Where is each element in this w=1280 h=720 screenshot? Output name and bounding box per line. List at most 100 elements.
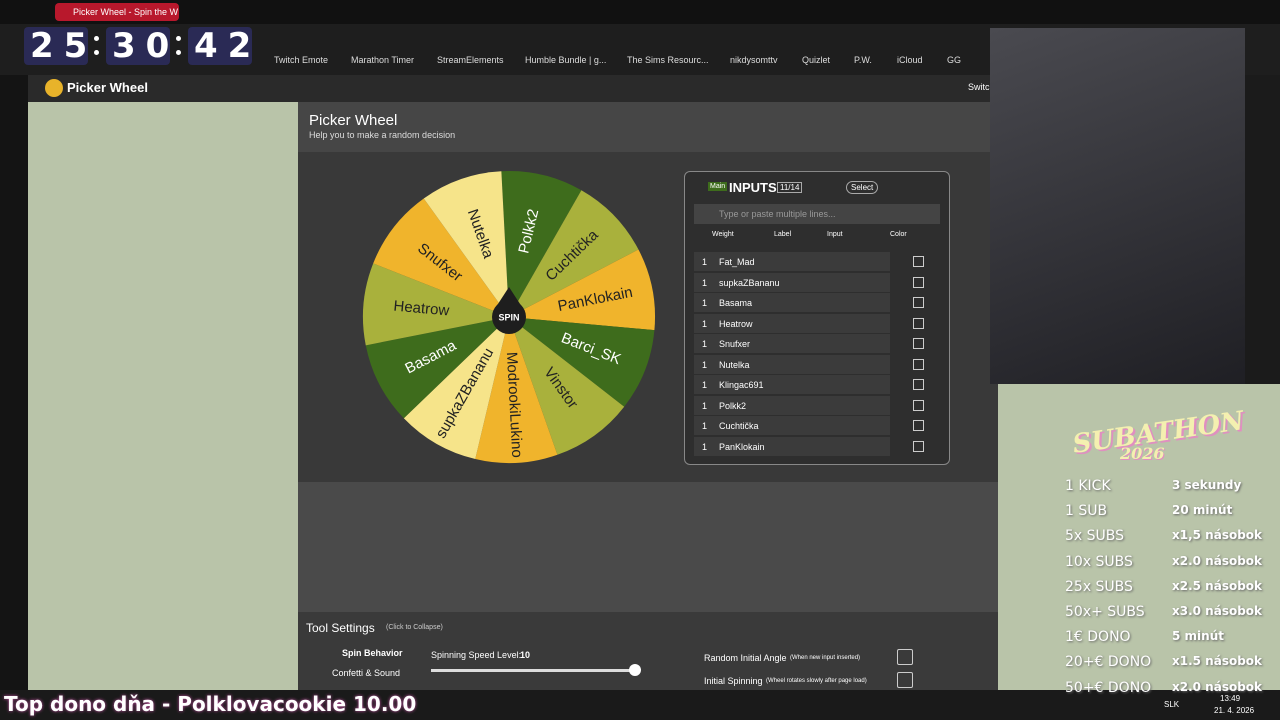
wheel-segment xyxy=(423,171,509,317)
taskbar xyxy=(0,690,1280,720)
wheel-segment xyxy=(403,317,509,460)
switch-link[interactable]: Switc xyxy=(968,82,990,92)
input-row xyxy=(694,272,890,292)
colon xyxy=(176,36,181,41)
rule-name: 1 SUB xyxy=(1065,503,1108,520)
bookmark: Marathon Timer xyxy=(351,55,415,65)
column-header: Weight xyxy=(712,231,734,238)
inputs-title: INPUTS xyxy=(729,180,777,195)
rule-name: 20+€ DONO xyxy=(1065,654,1152,671)
page-title: Picker Wheel xyxy=(309,112,398,129)
checkbox[interactable] xyxy=(897,649,913,665)
rule-reward: x2.0 násobok xyxy=(1172,553,1263,568)
active-tab[interactable] xyxy=(55,3,179,21)
browser-sidebar xyxy=(0,75,28,690)
row-checkbox xyxy=(913,297,924,308)
language: SLK xyxy=(1164,700,1180,709)
wheel-segment xyxy=(501,171,582,317)
input-row xyxy=(694,375,890,394)
row-label: Klingac691 xyxy=(719,380,764,390)
overlay-panel xyxy=(998,384,1280,690)
random-angle-note: (When new input inserted) xyxy=(790,655,861,661)
logo-text[interactable]: Picker Wheel xyxy=(67,80,148,95)
row-weight: 1 xyxy=(702,298,708,308)
spin-behavior[interactable]: Spin Behavior xyxy=(342,648,403,658)
rule-reward: 3 sekundy xyxy=(1172,478,1242,492)
row-weight: 1 xyxy=(702,359,708,370)
bookmark: Twitch Emote xyxy=(274,55,329,65)
tab-title: Picker Wheel - Spin the W xyxy=(73,7,179,17)
random-angle: Random Initial Angle xyxy=(704,653,787,663)
input-field[interactable] xyxy=(694,204,940,224)
timer-minutes: 30 xyxy=(106,27,170,65)
row-weight: 1 xyxy=(702,277,708,288)
bookmark: P.W. xyxy=(854,55,872,65)
row-weight: 1 xyxy=(702,400,708,411)
rule-reward: x2.0 násobok xyxy=(1172,679,1263,694)
rule-reward: x1.5 násobok xyxy=(1172,654,1263,669)
spin-button xyxy=(492,300,526,334)
row-checkbox xyxy=(913,256,924,267)
rule-name: 25x SUBS xyxy=(1065,578,1133,595)
row-checkbox xyxy=(913,358,924,370)
wheel-segment xyxy=(509,249,655,331)
page-subtitle: Help you to make a random decision xyxy=(309,130,456,140)
wheel[interactable]: Polkk2 CuchtičkaPanKlokainBarci_SKVinstor… xyxy=(360,168,660,468)
rule-name: 5x SUBS xyxy=(1065,528,1125,545)
input-placeholder[interactable]: Type or paste multiple lines... xyxy=(719,209,836,219)
bookmark: nikdysomttv xyxy=(730,55,778,65)
ad-area xyxy=(298,482,998,612)
speed-slider[interactable] xyxy=(431,669,635,672)
settings-hint: (Click to Collapse) xyxy=(386,624,443,631)
wheel-segment xyxy=(475,317,558,463)
colon xyxy=(94,36,99,41)
row-weight: 1 xyxy=(702,441,708,452)
input-row xyxy=(694,416,890,435)
rule-reward: x1,5 násobok xyxy=(1172,528,1263,543)
subathon-year: 2026 xyxy=(1120,444,1165,463)
wheel-segment xyxy=(373,198,509,317)
wheel-segment xyxy=(365,317,509,419)
row-weight: 1 xyxy=(702,380,708,390)
select-button[interactable]: Select xyxy=(846,181,879,194)
row-label: Polkk2 xyxy=(719,400,747,411)
bookmark: StreamElements xyxy=(437,55,504,65)
webcam xyxy=(990,28,1245,384)
checkbox[interactable] xyxy=(897,672,913,688)
left-panel xyxy=(28,102,298,690)
logo-icon xyxy=(45,79,63,97)
rule-reward: x3.0 násobok xyxy=(1172,604,1263,618)
wheel-segment xyxy=(363,263,509,346)
settings-title[interactable]: Tool Settings xyxy=(306,621,375,635)
bookmark: The Sims Resourc... xyxy=(627,55,709,65)
input-row xyxy=(694,293,890,312)
rule-reward: 20 minút xyxy=(1172,503,1233,518)
rule-name: 50x+ SUBS xyxy=(1065,604,1145,620)
rule-name: 1€ DONO xyxy=(1065,629,1131,646)
speed-value: 10 xyxy=(520,650,531,660)
confetti-tab[interactable]: Confetti & Sound xyxy=(332,668,401,678)
row-checkbox xyxy=(913,317,924,329)
row-checkbox xyxy=(913,420,924,431)
wheel-segment xyxy=(509,190,639,317)
segment-label: Heatrow xyxy=(393,298,450,320)
inputs-count: 11/14 xyxy=(777,182,803,193)
row-weight: 1 xyxy=(702,257,708,267)
speed-label: Spinning Speed Level: xyxy=(431,650,522,660)
row-checkbox xyxy=(913,338,924,349)
rule-name: 50+€ DONO xyxy=(1065,679,1152,696)
clock-date: 21. 4. 2026 xyxy=(1214,706,1255,715)
bookmark: iCloud xyxy=(897,55,923,65)
settings-panel xyxy=(298,612,998,690)
row-label: PanKlokain xyxy=(719,441,765,452)
bookmark: Humble Bundle | g... xyxy=(525,55,607,65)
input-row xyxy=(694,334,890,353)
row-label: Snufxer xyxy=(719,339,751,349)
rule-reward: 5 minút xyxy=(1172,629,1224,644)
site-header xyxy=(28,75,998,102)
row-weight: 1 xyxy=(702,339,708,349)
rule-name: 1 KICK xyxy=(1065,478,1111,494)
timer-hours: 25 xyxy=(24,27,88,65)
slider-thumb[interactable] xyxy=(629,664,641,676)
